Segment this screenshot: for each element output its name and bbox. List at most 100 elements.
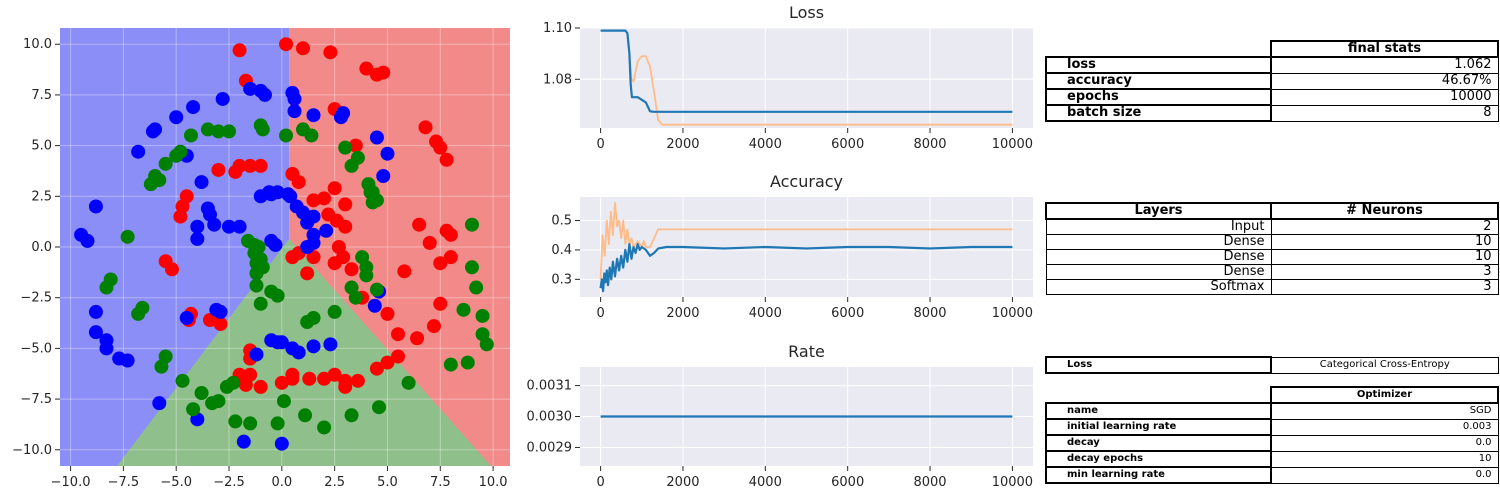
data-point xyxy=(207,217,222,232)
data-point xyxy=(401,375,416,390)
data-point xyxy=(302,371,317,386)
data-point xyxy=(304,128,319,143)
layer-neurons: 10 xyxy=(1270,234,1499,250)
data-point xyxy=(291,175,306,190)
data-point xyxy=(338,379,353,394)
data-point xyxy=(300,266,315,281)
data-point xyxy=(249,278,264,293)
data-point xyxy=(203,313,217,327)
data-point xyxy=(145,124,160,139)
data-point xyxy=(422,235,437,250)
data-point xyxy=(359,61,374,76)
data-point xyxy=(169,148,184,163)
data-point xyxy=(152,396,167,411)
x-tick-label: 10000 xyxy=(992,475,1033,490)
series-line xyxy=(599,201,1013,280)
y-tick-label: −5.0 xyxy=(20,341,52,356)
stat-label: epochs xyxy=(1045,88,1272,106)
data-point xyxy=(190,219,205,234)
final-stats-corner xyxy=(1046,41,1271,57)
plot-area xyxy=(580,28,1033,128)
optimizer-param-value: 0.0 xyxy=(1270,466,1499,484)
x-tick-label: −10.0 xyxy=(51,475,91,490)
data-point xyxy=(186,100,201,115)
table-row: min learning rate 0.0 xyxy=(1045,466,1499,484)
y-tick-label: 0.0030 xyxy=(527,410,573,425)
y-tick-label: −7.5 xyxy=(20,392,52,407)
data-point xyxy=(456,302,471,317)
x-tick-label: 6000 xyxy=(831,475,864,490)
data-point xyxy=(287,104,302,119)
x-tick-label: 6000 xyxy=(831,306,864,321)
x-tick-label: 10000 xyxy=(992,137,1033,152)
data-point xyxy=(469,280,484,295)
data-point xyxy=(257,87,272,102)
data-point xyxy=(327,367,342,382)
data-point xyxy=(274,375,289,390)
x-tick-label: 0 xyxy=(596,306,604,321)
data-point xyxy=(190,231,205,246)
y-tick-label: −2.5 xyxy=(20,291,52,306)
layer-name: Dense xyxy=(1045,234,1272,250)
table-row: name SGD xyxy=(1045,402,1499,420)
table-row: initial learning rate 0.003 xyxy=(1045,418,1499,436)
data-point xyxy=(200,122,215,137)
final-stats-table: final stats loss 1.062 accuracy 46.67% e… xyxy=(1045,40,1499,122)
data-point xyxy=(306,108,321,123)
table-row: Loss Categorical Cross-Entropy xyxy=(1045,356,1499,374)
data-point xyxy=(380,355,395,370)
x-tick-label: 2.5 xyxy=(324,475,345,490)
data-point xyxy=(154,359,169,374)
data-point xyxy=(143,177,158,192)
table-row: decay 0.0 xyxy=(1045,434,1499,452)
data-point xyxy=(253,158,268,173)
y-tick-label: 5.0 xyxy=(31,139,52,154)
neurons-header: # Neurons xyxy=(1270,202,1499,220)
data-point xyxy=(350,373,365,388)
data-point xyxy=(222,219,237,234)
data-point xyxy=(344,262,359,277)
x-tick-label: 6000 xyxy=(831,137,864,152)
y-tick-label: 0.0029 xyxy=(527,440,573,455)
data-point xyxy=(88,325,103,340)
loss-value: Categorical Cross-Entropy xyxy=(1270,356,1499,374)
data-point xyxy=(397,264,412,279)
loss-function-table: Loss Categorical Cross-Entropy xyxy=(1045,356,1499,374)
data-point xyxy=(391,327,406,342)
data-point xyxy=(179,310,194,325)
data-point xyxy=(338,197,353,212)
x-tick-label: 2000 xyxy=(666,306,699,321)
data-point xyxy=(205,396,220,411)
data-point xyxy=(186,402,201,417)
data-point xyxy=(253,296,268,311)
layer-name: Dense xyxy=(1045,264,1272,280)
data-point xyxy=(433,296,448,311)
data-point xyxy=(276,394,291,409)
optimizer-param-label: initial learning rate xyxy=(1045,418,1272,436)
data-point xyxy=(120,229,135,244)
data-point xyxy=(412,217,427,232)
data-point xyxy=(443,227,458,242)
data-point xyxy=(131,144,146,159)
x-tick-label: 8000 xyxy=(913,137,946,152)
data-point xyxy=(344,408,359,423)
data-point xyxy=(268,237,283,252)
y-tick-label: 1.08 xyxy=(543,72,572,87)
data-point xyxy=(287,91,302,106)
data-point xyxy=(173,209,188,224)
data-point xyxy=(249,266,264,281)
data-point xyxy=(306,209,321,224)
data-point xyxy=(175,373,190,388)
accuracy-chart: 0 2000 4000 6000 8000 10000 0.5 0.4 0.3 Accuracy xyxy=(551,172,1033,321)
x-tick-label: 8000 xyxy=(913,475,946,490)
data-point xyxy=(249,347,264,362)
data-point xyxy=(135,300,150,315)
data-point xyxy=(300,315,315,330)
loss-label: Loss xyxy=(1045,356,1272,374)
data-point xyxy=(158,156,173,171)
data-point xyxy=(391,349,406,364)
y-tick-label: 2.5 xyxy=(31,189,52,204)
data-point xyxy=(215,91,230,106)
stat-label: accuracy xyxy=(1045,72,1272,90)
